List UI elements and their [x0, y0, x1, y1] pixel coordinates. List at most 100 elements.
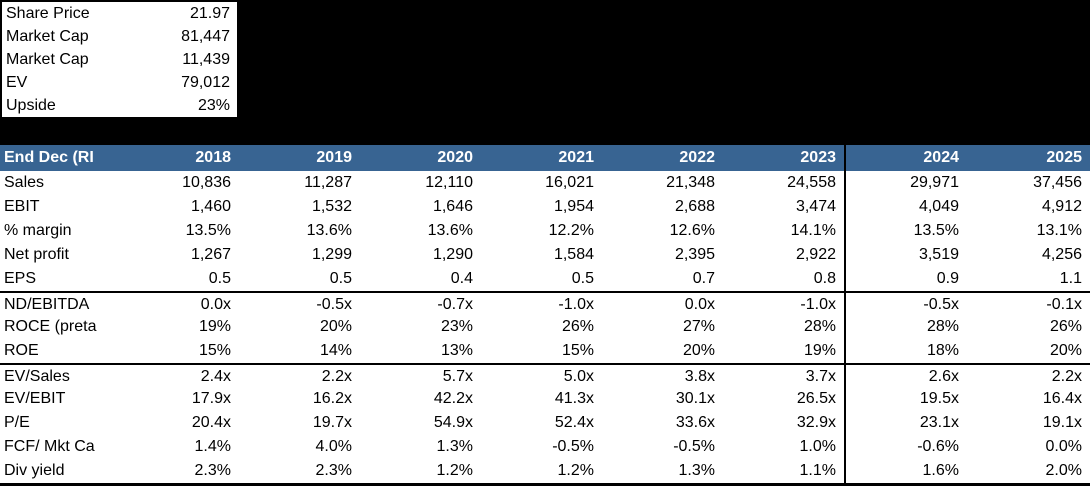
value-cell: -1.0x	[800, 296, 836, 313]
row-label: P/E	[4, 414, 30, 431]
value-cell: 33.6x	[675, 414, 715, 431]
value-cell: 4,912	[1041, 198, 1082, 215]
value-cell: 5.0x	[563, 368, 594, 385]
value-cell: 2,395	[674, 246, 715, 263]
summary-row: Upside 23%	[2, 94, 237, 117]
value-cell: 18%	[844, 339, 967, 363]
summary-row: Share Price 21.97	[2, 2, 237, 25]
value-cell: 52.4x	[554, 414, 594, 431]
summary-box: Share Price 21.97 Market Cap 81,447 Market C…	[0, 0, 239, 119]
value-cell: 19.1x	[1042, 414, 1082, 431]
value-cell: 1.0%	[799, 438, 836, 455]
table-row: ROE 15% 14% 13% 15% 20% 19% 18% 20%	[0, 339, 1090, 363]
value-cell: 1.4%	[194, 438, 231, 455]
value-cell: 3,474	[795, 198, 836, 215]
value-cell: 3,519	[844, 243, 967, 267]
value-cell: 10,836	[182, 174, 231, 191]
value-cell: 2.3%	[315, 462, 352, 479]
value-cell: -0.5x	[316, 296, 352, 313]
table-header-row: End Dec (RI 2018 2019 2020 2021 2022 2023 2024…	[0, 145, 1090, 171]
value-cell: 12.6%	[669, 222, 715, 239]
value-cell: -0.7x	[437, 296, 473, 313]
value-cell: 4.0%	[315, 438, 352, 455]
value-cell: 28%	[844, 315, 967, 339]
value-cell: 4,049	[844, 195, 967, 219]
value-cell: 4,256	[1041, 246, 1082, 263]
year-header-cell: 2024	[844, 145, 967, 171]
value-cell: 37,456	[1033, 174, 1082, 191]
value-cell: 21,348	[666, 174, 715, 191]
value-cell: 1.2%	[557, 462, 594, 479]
value-cell: 13.6%	[306, 222, 352, 239]
value-cell: 42.2x	[433, 390, 473, 407]
value-cell: 0.9	[844, 267, 967, 291]
value-cell: 24,558	[787, 174, 836, 191]
row-label: Sales	[4, 174, 45, 191]
row-label: EBIT	[4, 198, 40, 215]
value-cell: 54.9x	[433, 414, 473, 431]
summary-label: EV	[6, 74, 28, 91]
summary-label: Market Cap	[6, 28, 89, 45]
year-header-cell: 2019	[316, 149, 352, 166]
value-cell: -0.5%	[552, 438, 594, 455]
value-cell: 19%	[198, 318, 231, 335]
year-header-cell: 2025	[1046, 149, 1082, 166]
value-cell: 0.5	[329, 270, 352, 287]
row-label: FCF/ Mkt Ca	[4, 438, 95, 455]
value-cell: 2.6x	[844, 365, 967, 387]
summary-value: 11,439	[182, 51, 230, 68]
value-cell: 20%	[319, 318, 352, 335]
value-cell: 15%	[561, 342, 594, 359]
summary-row: Market Cap 11,439	[2, 48, 237, 71]
summary-label: Upside	[6, 97, 56, 114]
value-cell: 1,460	[190, 198, 231, 215]
value-cell: 0.0x	[684, 296, 715, 313]
table-row: Div yield 2.3% 2.3% 1.2% 1.2% 1.3% 1.1% 1.6% 2.0…	[0, 459, 1090, 483]
value-cell: 13.5%	[185, 222, 231, 239]
value-cell: 2.3%	[194, 462, 231, 479]
value-cell: 1,532	[311, 198, 352, 215]
table-row: Sales 10,836 11,287 12,110 16,021 21,348 24,55…	[0, 171, 1090, 195]
table-row: FCF/ Mkt Ca 1.4% 4.0% 1.3% -0.5% -0.5% 1.0% -0.…	[0, 435, 1090, 459]
value-cell: 26%	[1049, 318, 1082, 335]
value-cell: 20.4x	[191, 414, 231, 431]
summary-label: Market Cap	[6, 51, 89, 68]
row-label: EV/EBIT	[4, 390, 66, 407]
table-row: EPS 0.5 0.5 0.4 0.5 0.7 0.8 0.9 1.1	[0, 267, 1090, 291]
value-cell: 1,267	[190, 246, 231, 263]
value-cell: 16.2x	[312, 390, 352, 407]
year-header-cell: 2023	[800, 149, 836, 166]
value-cell: 0.0x	[200, 296, 231, 313]
row-label: ROCE (preta	[4, 318, 97, 335]
value-cell: 20%	[1049, 342, 1082, 359]
value-cell: 13.5%	[844, 219, 967, 243]
value-cell: 2,922	[795, 246, 836, 263]
table-row: EV/EBIT 17.9x 16.2x 42.2x 41.3x 30.1x 26.5x 19.…	[0, 387, 1090, 411]
year-header-cell: 2022	[679, 149, 715, 166]
value-cell: -0.1x	[1046, 296, 1082, 313]
value-cell: 1,584	[553, 246, 594, 263]
row-label: EV/Sales	[4, 368, 70, 385]
summary-row: EV 79,012	[2, 71, 237, 94]
year-header-cell: 2018	[195, 149, 231, 166]
value-cell: 13.1%	[1036, 222, 1082, 239]
value-cell: 26.5x	[796, 390, 836, 407]
value-cell: 2.0%	[1045, 462, 1082, 479]
value-cell: 2,688	[674, 198, 715, 215]
value-cell: 16,021	[545, 174, 594, 191]
row-label: Net profit	[4, 246, 69, 263]
value-cell: 0.0%	[1045, 438, 1082, 455]
summary-label: Share Price	[6, 5, 90, 22]
value-cell: 3.7x	[805, 368, 836, 385]
value-cell: -0.5x	[844, 293, 967, 315]
value-cell: 13%	[440, 342, 473, 359]
value-cell: 2.4x	[200, 368, 231, 385]
value-cell: 1.1%	[799, 462, 836, 479]
value-cell: 0.5	[571, 270, 594, 287]
value-cell: 26%	[561, 318, 594, 335]
value-cell: -0.5%	[673, 438, 715, 455]
value-cell: 1,290	[432, 246, 473, 263]
value-cell: 0.4	[450, 270, 473, 287]
value-cell: 17.9x	[191, 390, 231, 407]
